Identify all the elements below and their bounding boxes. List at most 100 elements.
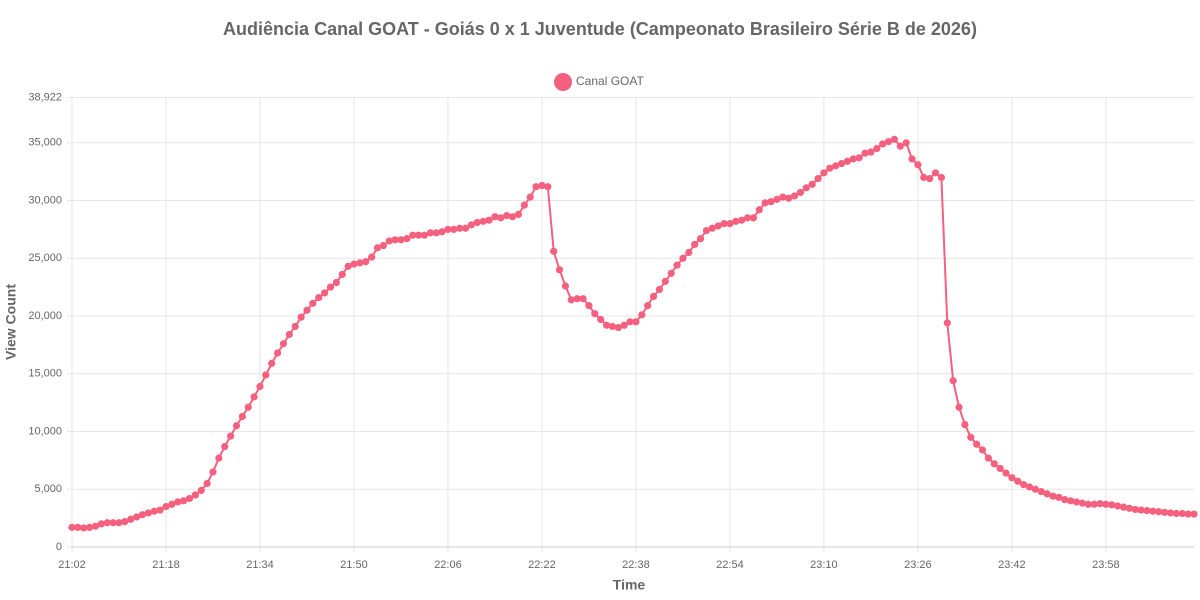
data-point — [896, 142, 904, 150]
data-point — [508, 213, 517, 221]
data-point — [879, 140, 887, 148]
data-point — [109, 519, 117, 527]
data-point — [479, 217, 487, 225]
data-point — [755, 206, 763, 214]
data-point — [632, 318, 640, 326]
data-point — [350, 260, 358, 268]
data-point — [291, 322, 299, 331]
data-point — [702, 226, 711, 235]
data-point — [420, 231, 429, 239]
data-point — [397, 236, 405, 244]
data-point — [344, 262, 352, 270]
data-point — [679, 254, 687, 262]
data-point — [773, 195, 781, 203]
data-point — [532, 183, 540, 191]
data-point — [91, 522, 100, 530]
data-point — [1078, 499, 1086, 507]
data-point — [673, 261, 681, 269]
data-point — [215, 454, 223, 462]
data-point — [74, 523, 82, 531]
data-point — [620, 321, 628, 329]
data-point — [1037, 487, 1045, 496]
data-point — [696, 235, 705, 243]
data-point — [268, 359, 276, 367]
data-point — [309, 299, 317, 307]
data-point — [467, 221, 476, 229]
legend-marker — [554, 73, 572, 91]
data-point — [1020, 481, 1028, 489]
data-point — [937, 173, 946, 182]
y-tick-label: 25,000 — [28, 252, 62, 264]
data-point — [1190, 510, 1198, 518]
data-point — [86, 523, 94, 531]
data-point — [362, 258, 370, 266]
data-point — [602, 321, 611, 329]
data-point — [1114, 502, 1122, 510]
data-point — [767, 198, 775, 206]
data-point — [614, 323, 622, 332]
data-point — [667, 269, 675, 277]
series-line — [72, 138, 1194, 529]
data-point — [297, 313, 305, 321]
data-point — [414, 231, 423, 239]
data-point — [1149, 507, 1157, 515]
y-tick-label: 38,922 — [28, 91, 62, 103]
data-point — [520, 201, 528, 209]
data-point — [97, 520, 105, 528]
data-point — [861, 149, 869, 157]
data-point — [221, 442, 229, 451]
data-point — [403, 235, 411, 243]
data-point — [708, 224, 716, 232]
data-point — [1049, 492, 1057, 500]
x-tick-label: 23:10 — [810, 559, 838, 571]
data-point — [967, 433, 975, 441]
data-point — [209, 468, 217, 476]
y-tick-label: 15,000 — [28, 368, 62, 380]
data-point — [227, 432, 235, 440]
data-point — [579, 295, 587, 303]
data-point — [1166, 509, 1175, 517]
y-tick-label: 5,000 — [34, 483, 62, 495]
data-point — [1008, 474, 1016, 482]
data-point — [837, 159, 846, 168]
data-point — [826, 164, 834, 172]
data-point — [920, 173, 928, 182]
data-point — [373, 244, 382, 252]
data-point — [796, 188, 805, 197]
chart-title: Audiência Canal GOAT - Goiás 0 x 1 Juven… — [223, 19, 977, 39]
data-point — [485, 216, 493, 224]
data-point — [514, 210, 523, 218]
data-point — [497, 214, 505, 222]
data-point — [931, 169, 940, 177]
x-tick-label: 23:26 — [904, 559, 932, 571]
data-point — [444, 225, 452, 234]
data-point — [232, 422, 241, 430]
data-point — [238, 412, 246, 421]
data-point — [1125, 504, 1133, 512]
data-point — [174, 498, 182, 506]
data-point — [808, 180, 816, 188]
data-point — [391, 236, 399, 244]
data-point — [285, 330, 293, 339]
data-point — [491, 213, 499, 221]
data-point — [1172, 509, 1180, 518]
data-point — [1031, 485, 1039, 493]
data-point — [256, 382, 264, 391]
data-point — [761, 199, 769, 207]
data-point — [738, 216, 746, 224]
data-point — [156, 506, 164, 514]
data-point — [544, 183, 552, 191]
data-point — [526, 193, 534, 201]
data-point — [608, 322, 617, 331]
data-point — [644, 302, 652, 310]
data-point — [144, 509, 152, 517]
data-point — [1155, 508, 1163, 516]
data-point — [68, 523, 76, 531]
data-point — [720, 220, 728, 228]
data-point — [320, 289, 329, 297]
data-point — [409, 231, 417, 239]
data-point — [133, 513, 141, 521]
data-point — [503, 211, 511, 220]
data-point — [138, 511, 147, 519]
data-point — [849, 155, 857, 163]
